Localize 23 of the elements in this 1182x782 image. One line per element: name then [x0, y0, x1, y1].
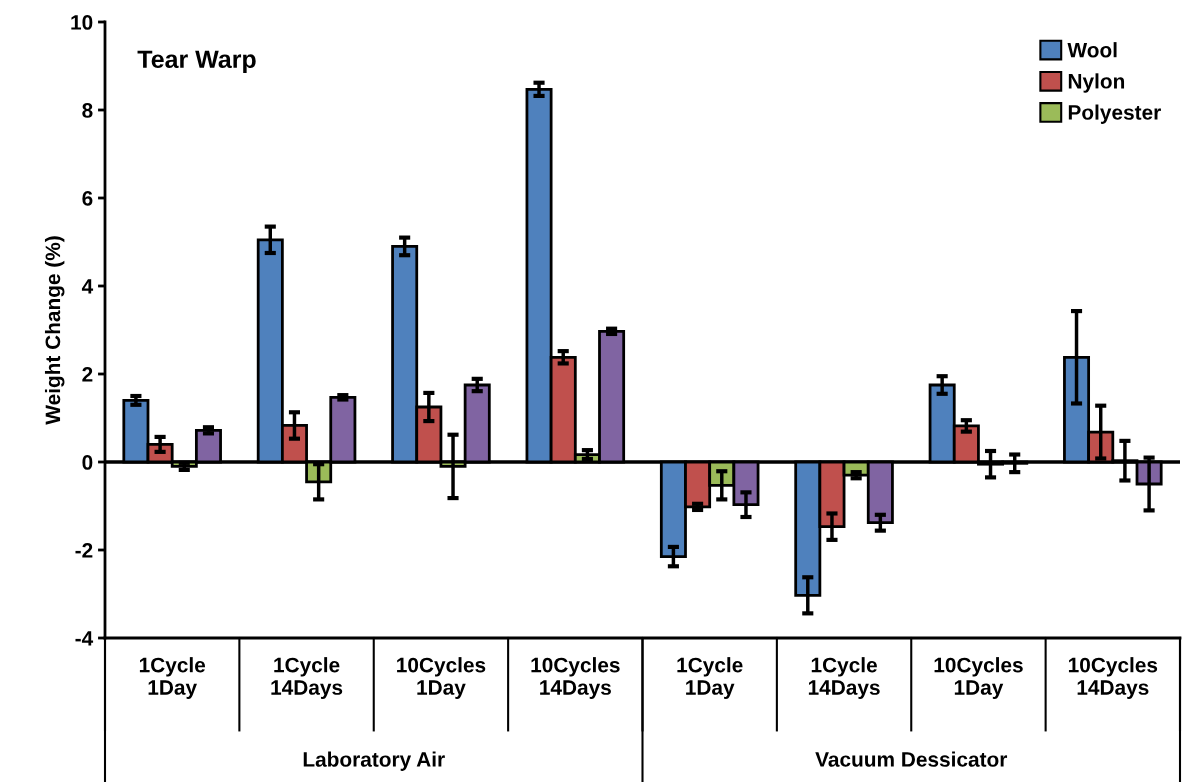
y-tick-label: 6: [82, 191, 93, 206]
y-tick-label: 4: [81, 279, 94, 294]
y-axis-title: Weight Change (%): [44, 236, 65, 425]
legend-label: Polyester: [1068, 104, 1161, 124]
x-tick-label: 10Cycles 1Day: [934, 657, 1023, 699]
y-tick-label: 10: [71, 15, 93, 30]
legend-label: Nylon: [1068, 73, 1125, 93]
y-tick-label: 2: [82, 367, 93, 382]
x-tick-label: 1Cycle 14Days: [271, 657, 343, 699]
y-tick-label: 8: [82, 103, 93, 118]
x-tick-label: 1Cycle 1Day: [677, 657, 743, 699]
text: Laboratory Air: [303, 751, 445, 771]
x-tick-label: 10Cycles 14Days: [531, 657, 620, 699]
text: Vacuum Dessicator: [815, 751, 1008, 767]
x-tick-label: 10Cycles 14Days: [1068, 657, 1158, 699]
x-tick-label: 10Cycles 1Day: [397, 657, 486, 699]
text: Tear Warp: [137, 50, 256, 74]
x-tick-label: 1Cycle 1Day: [139, 657, 206, 699]
legend-label: Wool: [1067, 42, 1117, 58]
y-tick-label: 0: [82, 455, 93, 470]
y-tick-label: -2: [75, 543, 93, 558]
y-tick-label: -4: [75, 631, 94, 646]
x-tick-label: 1Cycle 14Days: [808, 657, 880, 699]
